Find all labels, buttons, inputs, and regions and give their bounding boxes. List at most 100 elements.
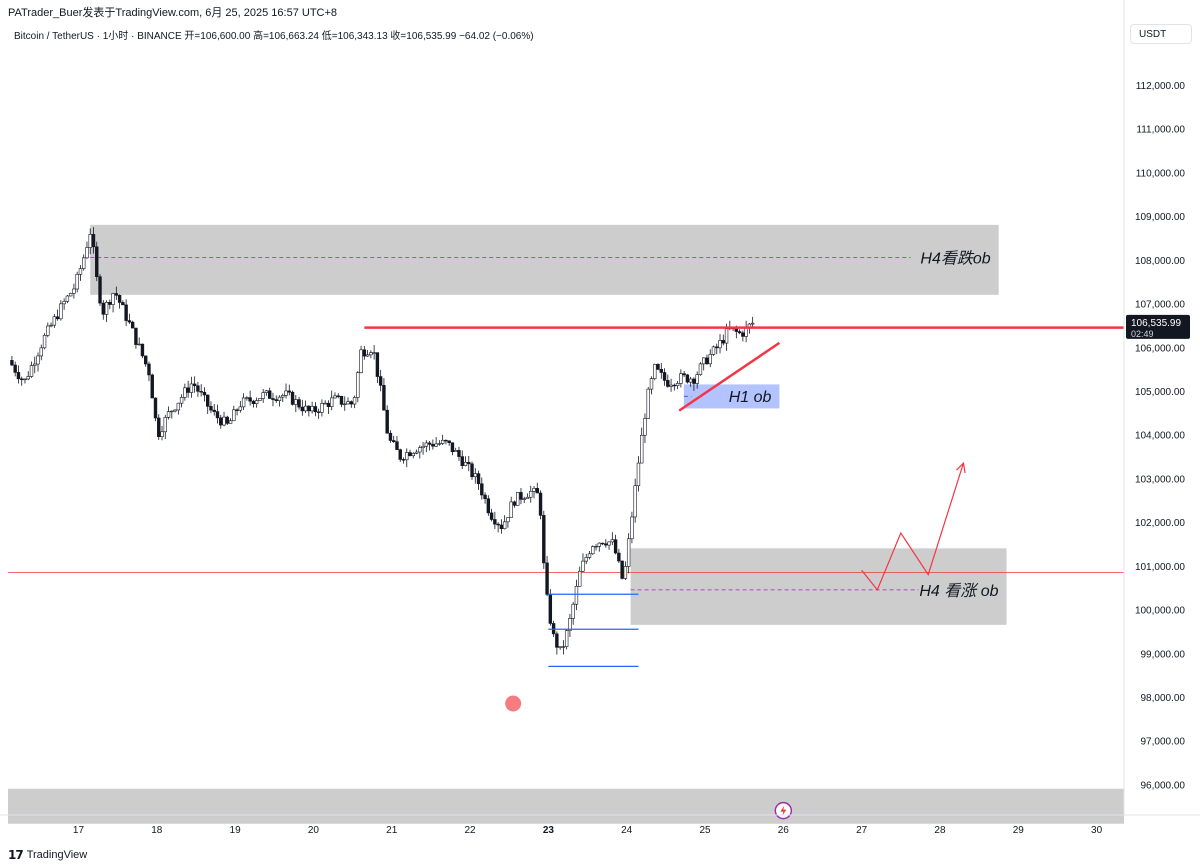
candle-body	[173, 409, 177, 412]
price-axis: 112,000.00 111,000.00 110,000.00 109,000.00…	[1123, 0, 1186, 815]
candle-body	[542, 515, 546, 564]
candle-body	[98, 276, 102, 304]
publisher-line: PATrader_Buer发表于TradingView.com, 6月 25, …	[8, 7, 338, 19]
price-tick-label: 103,000.00	[1135, 474, 1185, 485]
candle-body	[124, 304, 128, 321]
candle-body	[463, 461, 468, 466]
time-tick-label: 22	[465, 825, 477, 836]
candle-body	[153, 397, 158, 419]
candle-body	[454, 450, 458, 453]
candle-body	[378, 376, 383, 386]
time-tick-label: 27	[856, 825, 868, 836]
h4-bullish-ob-zone	[630, 548, 1007, 625]
candle-body	[179, 397, 184, 404]
h4-bullish-ob-zone-label: H4 看涨 ob	[919, 582, 998, 600]
candle-body	[127, 320, 132, 323]
annotation-overlay: H4看跌ob H1 ob H4 看涨 ob	[364, 250, 1124, 820]
candle-body	[685, 374, 690, 383]
candle-body	[241, 397, 246, 408]
candle-body	[643, 418, 647, 436]
candle-body	[297, 399, 301, 408]
candle-body	[750, 322, 755, 325]
candle-body	[277, 396, 282, 401]
candle-body	[271, 398, 275, 400]
candle-body	[254, 400, 259, 405]
candle-body	[695, 374, 699, 384]
candle-body	[382, 385, 386, 411]
candle-body	[640, 434, 644, 464]
candle-body	[274, 399, 278, 401]
price-tick-label: 102,000.00	[1135, 518, 1185, 529]
candle-body	[209, 406, 213, 411]
candle-body	[219, 417, 223, 426]
candle-body	[604, 543, 608, 546]
candle-body	[343, 403, 347, 406]
candle-body	[101, 302, 105, 315]
candle-body	[574, 585, 579, 605]
last-price-value: 106,535.99	[1131, 318, 1181, 329]
candle-body	[421, 445, 425, 449]
h1-ob-zone-label: H1 ob	[729, 389, 772, 406]
candle-body	[737, 331, 742, 334]
bar-countdown: 02:49	[1131, 329, 1154, 339]
candle-body	[199, 391, 203, 393]
quote-currency-badge[interactable]: USDT	[1130, 24, 1192, 44]
candle-body	[636, 462, 641, 487]
time-tick-label: 17	[73, 825, 85, 836]
candle-body	[662, 372, 667, 381]
price-tick-label: 108,000.00	[1135, 256, 1185, 267]
candle-body	[682, 373, 686, 376]
candle-body	[535, 488, 539, 494]
candle-body	[401, 459, 406, 461]
candle-body	[95, 246, 99, 277]
candle-body	[525, 496, 530, 500]
last-price-box	[1126, 314, 1190, 339]
candle-body	[91, 234, 96, 248]
candle-body	[623, 566, 628, 579]
candle-body	[450, 442, 455, 453]
candle-body	[163, 417, 167, 433]
annotation-zones	[8, 224, 1124, 824]
price-tick-label: 101,000.00	[1135, 562, 1185, 573]
candle-body	[72, 288, 76, 294]
candle-body	[29, 365, 34, 377]
price-tick-label: 105,000.00	[1135, 387, 1185, 398]
candle-body	[440, 439, 445, 444]
candle-body	[480, 483, 484, 496]
candle-body	[333, 395, 337, 399]
candle-body	[147, 363, 151, 376]
price-tick-label: 100,000.00	[1135, 606, 1185, 617]
candle-body	[157, 417, 161, 438]
candle-body	[323, 402, 327, 405]
price-tick-label: 99,000.00	[1141, 649, 1186, 660]
candle-body	[548, 594, 553, 624]
candle-body	[666, 380, 670, 387]
candle-body	[85, 247, 89, 259]
candle-body	[578, 570, 582, 587]
candle-body	[414, 451, 419, 454]
candle-body	[108, 302, 112, 305]
candle-body	[13, 364, 17, 373]
candle-body	[653, 364, 657, 379]
candle-body	[330, 397, 334, 408]
candle-body	[581, 560, 585, 572]
candle-body	[75, 274, 79, 290]
candle-body	[460, 456, 464, 466]
h4-bearish-ob-zone-label: H4看跌ob	[920, 250, 990, 268]
candle-body	[669, 384, 673, 387]
candle-body	[398, 449, 402, 460]
candle-body	[411, 453, 415, 457]
candle-body	[405, 452, 409, 461]
h4-bearish-ob-zone	[90, 224, 999, 295]
candle-body	[39, 347, 43, 357]
candle-body	[467, 461, 471, 465]
candle-body	[313, 406, 318, 413]
candle-body	[457, 450, 461, 457]
candle-body	[476, 473, 481, 485]
candle-body	[144, 355, 148, 365]
candle-body	[431, 444, 435, 447]
candle-body	[59, 303, 63, 320]
candle-body	[483, 494, 487, 500]
candle-body	[215, 411, 220, 419]
